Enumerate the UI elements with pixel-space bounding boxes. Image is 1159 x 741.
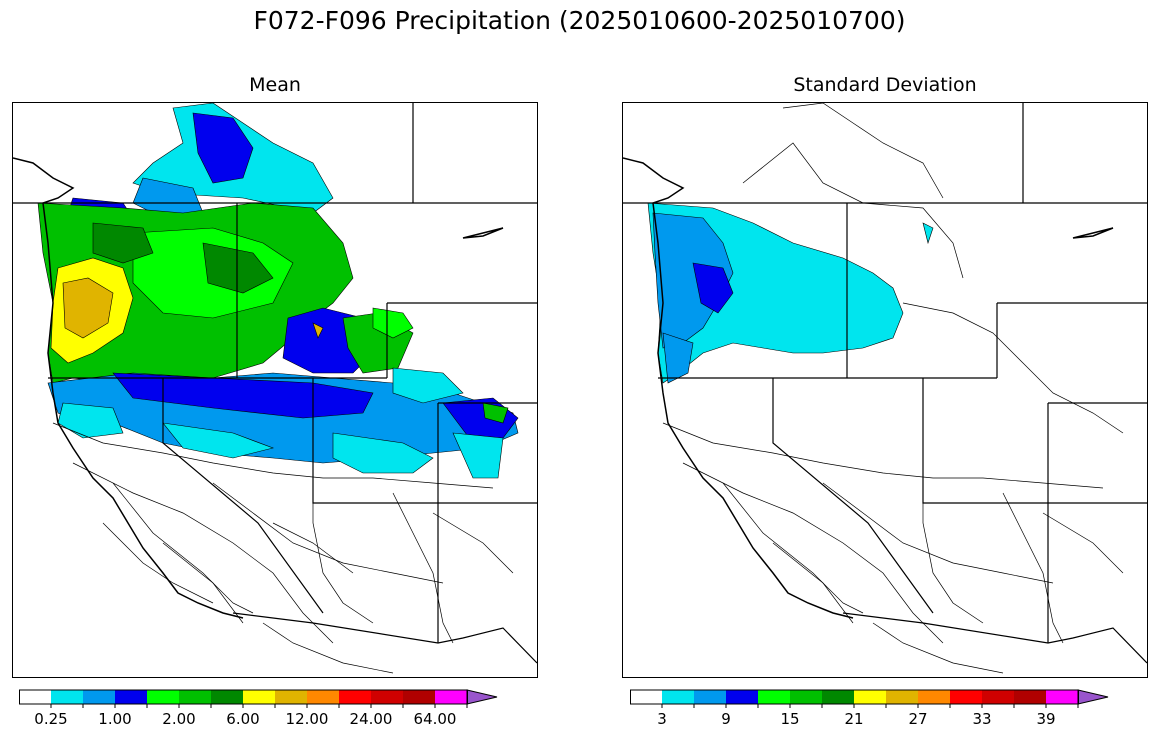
mean-basin-outlines (52, 422, 514, 674)
colorbar-1-bin-7 (854, 690, 886, 704)
colorbar-0-label-4: 12.00 (285, 710, 329, 728)
colorbar-0-bin-6 (211, 690, 243, 704)
colorbar-1-bin-1 (662, 690, 694, 704)
colorbar-0-bin-4 (147, 690, 179, 704)
colorbar-0-bin-5 (179, 690, 211, 704)
mean-colorbar-labels: 0.25 1.00 2.00 6.00 12.00 24.00 64.00 (19, 710, 531, 732)
colorbar-1-label-3: 21 (844, 710, 864, 728)
colorbar-1-bin-13 (1046, 690, 1078, 704)
stddev-colorbar-svg (630, 689, 1109, 708)
colorbar-1-bin-3 (726, 690, 758, 704)
colorbar-0-bin-12 (403, 690, 435, 704)
mean-coastline (13, 157, 504, 619)
colorbar-0-bin-10 (339, 690, 371, 704)
colorbar-0-label-1: 1.00 (98, 710, 132, 728)
colorbar-1-bin-12 (1014, 690, 1046, 704)
colorbar-0-bin-9 (307, 690, 339, 704)
colorbar-0-bin-13 (435, 690, 467, 704)
mean-colorbar: 0.25 1.00 2.00 6.00 12.00 24.00 64.00 (19, 688, 531, 738)
stddev-map-canvas (623, 103, 1147, 674)
colorbar-1-bin-2 (694, 690, 726, 704)
stddev-basin-outlines (662, 103, 1124, 674)
stddev-fill (647, 202, 934, 384)
colorbar-0-bin-0 (19, 690, 51, 704)
mean-state-boundaries (13, 103, 537, 664)
colorbar-0-label-6: 64.00 (413, 710, 457, 728)
colorbar-0-label-0: 0.25 (34, 710, 68, 728)
colorbar-1-label-0: 3 (657, 710, 667, 728)
stddev-coastline (623, 157, 1114, 619)
stddev-colorbar: 3 9 15 21 27 33 39 (630, 688, 1142, 738)
panel-title-stddev: Standard Deviation (793, 74, 977, 96)
colorbar-0-label-2: 2.00 (162, 710, 196, 728)
mean-precip-fill (37, 103, 519, 479)
colorbar-1-label-1: 9 (721, 710, 731, 728)
colorbar-0-extend-arrow (466, 689, 498, 705)
colorbar-1-bin-6 (822, 690, 854, 704)
colorbar-1-label-5: 33 (972, 710, 992, 728)
colorbar-0-bin-1 (51, 690, 83, 704)
colorbar-0-bin-11 (371, 690, 403, 704)
colorbar-1-bin-9 (918, 690, 950, 704)
colorbar-1-bin-10 (950, 690, 982, 704)
colorbar-1-bin-8 (886, 690, 918, 704)
mean-map-canvas (13, 103, 537, 674)
colorbar-0-bin-3 (115, 690, 147, 704)
stddev-colorbar-labels: 3 9 15 21 27 33 39 (630, 710, 1142, 732)
colorbar-1-bin-11 (982, 690, 1014, 704)
figure-title: F072-F096 Precipitation (2025010600-2025… (253, 6, 906, 35)
colorbar-1-label-2: 15 (780, 710, 800, 728)
stddev-state-boundaries (623, 103, 1147, 664)
colorbar-0-bin-7 (243, 690, 275, 704)
colorbar-1-label-4: 27 (908, 710, 928, 728)
mean-colorbar-svg (19, 689, 498, 708)
colorbar-0-bin-2 (83, 690, 115, 704)
colorbar-1-extend-arrow (1077, 689, 1109, 705)
mean-map (12, 102, 538, 678)
colorbar-0-bin-8 (275, 690, 307, 704)
panel-title-mean: Mean (249, 74, 301, 96)
colorbar-0-label-3: 6.00 (226, 710, 260, 728)
colorbar-1-bin-4 (758, 690, 790, 704)
colorbar-1-bin-5 (790, 690, 822, 704)
colorbar-0-label-5: 24.00 (349, 710, 393, 728)
colorbar-1-label-6: 39 (1036, 710, 1056, 728)
stddev-map (622, 102, 1148, 678)
colorbar-1-bin-0 (630, 690, 662, 704)
